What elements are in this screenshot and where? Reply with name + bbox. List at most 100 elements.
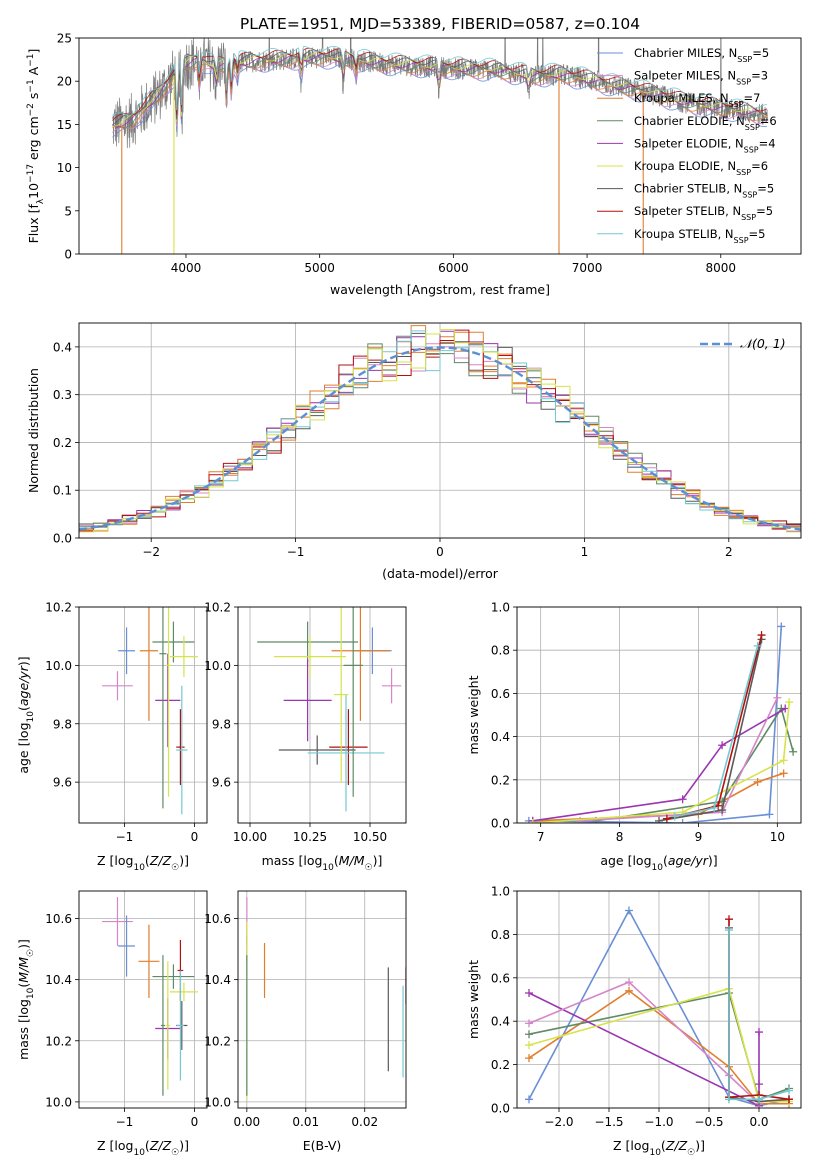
axes-mass-vs-Z: −1 0 10.0 10.2 10.4 10.6 bbox=[45, 891, 207, 1129]
x-tick-label: −1.0 bbox=[644, 1115, 673, 1129]
plot-area-age-vs-mass bbox=[257, 607, 402, 812]
label-part: Z [ bbox=[613, 1138, 630, 1153]
x-tick-label: −1 bbox=[287, 545, 305, 559]
label-part: log bbox=[303, 853, 322, 868]
label-part: ( bbox=[16, 706, 31, 711]
label-part: ( bbox=[16, 983, 31, 988]
legend-subscript: SSP bbox=[736, 168, 751, 177]
legend-entry-value: =3 bbox=[751, 69, 768, 83]
label-part: ( bbox=[334, 853, 339, 868]
label-part: )] bbox=[16, 939, 31, 949]
label-part: −1 bbox=[26, 54, 36, 67]
weight-marker bbox=[525, 1030, 533, 1039]
y-tick-label: 1.0 bbox=[491, 885, 510, 899]
label-part: age/yr bbox=[668, 853, 709, 868]
legend-entry: Salpeter STELIB, NSSP=5 bbox=[634, 204, 773, 222]
weight-line bbox=[528, 992, 760, 1108]
y-tick-label: 10.2 bbox=[45, 1034, 72, 1048]
legend-entry-value: =5 bbox=[757, 182, 774, 196]
legend-subscript: SSP bbox=[737, 55, 752, 64]
weight-marker bbox=[528, 819, 537, 823]
normal-reference-curve bbox=[79, 346, 801, 531]
label-part: M/M bbox=[339, 853, 365, 868]
plot-area-mass-weight-vs-Z bbox=[525, 906, 793, 1108]
weight-marker bbox=[718, 806, 727, 815]
y-tick-label: 10.2 bbox=[204, 601, 231, 615]
weight-marker bbox=[757, 631, 766, 640]
label-part: wavelength [Angstrom, rest frame] bbox=[330, 282, 550, 297]
y-tick-label: 10.6 bbox=[204, 912, 231, 926]
weight-marker bbox=[753, 777, 762, 786]
label-part: log bbox=[114, 1138, 133, 1153]
x-tick-label: 8000 bbox=[706, 261, 737, 275]
spectrum-model-line bbox=[112, 45, 768, 116]
y-tick-label: 10 bbox=[57, 161, 72, 175]
spectrum-model-line bbox=[112, 51, 768, 127]
weight-marker bbox=[625, 986, 633, 995]
legend-entry-name: Chabrier MILES, N bbox=[634, 46, 737, 60]
weight-marker bbox=[678, 819, 687, 823]
legend-entry-value: =5 bbox=[756, 204, 773, 218]
label-part: λ bbox=[36, 198, 46, 204]
label-part: 10 bbox=[26, 987, 36, 999]
label-part: ☉ bbox=[687, 1148, 695, 1158]
label-part: )] bbox=[708, 853, 718, 868]
legend-entry: 𝒩(0, 1) bbox=[740, 336, 786, 351]
weight-marker bbox=[678, 795, 687, 804]
y-tick-label: 10.2 bbox=[45, 601, 72, 615]
weight-line bbox=[528, 981, 760, 1105]
legend-entry-name: Salpeter ELODIE, N bbox=[634, 136, 744, 150]
x-tick-label: 0.01 bbox=[292, 1115, 319, 1129]
x-tick-label: 7 bbox=[537, 830, 545, 844]
x-tick-label: 10 bbox=[770, 830, 785, 844]
label-part: 10 bbox=[26, 183, 41, 199]
y-tick-label: 10.2 bbox=[204, 1034, 231, 1048]
y-tick-label: 25 bbox=[57, 32, 72, 46]
weight-marker bbox=[662, 814, 671, 823]
y-tick-label: 15 bbox=[57, 118, 72, 132]
x-tick-label: 0.0 bbox=[749, 1115, 768, 1129]
legend-entry-name: Chabrier STELIB, N bbox=[634, 182, 742, 196]
axes-mass-vs-EBV: 0.00 0.01 0.02 10.0 10.2 10.4 10.6 bbox=[204, 891, 406, 1129]
plot-area-mass-vs-Z bbox=[102, 897, 198, 1096]
y-tick-label: 1.0 bbox=[491, 601, 510, 615]
label-part: Z/Z bbox=[149, 1138, 172, 1153]
weight-marker bbox=[718, 741, 727, 750]
legend-subscript: SSP bbox=[734, 235, 749, 244]
axes-age-vs-mass: 10.00 10.25 10.50 9.6 9.8 10.0 10.2 bbox=[204, 601, 406, 844]
plot-area-spectrum bbox=[112, 38, 768, 254]
axes-residuals: −2 −1 0 1 2 0.0 0.1 0.2 0.3 0.4 bbox=[53, 323, 801, 559]
x-tick-label: −1.5 bbox=[594, 1115, 623, 1129]
weight-marker bbox=[777, 622, 786, 631]
y-tick-label: 0.4 bbox=[491, 1015, 510, 1029]
label-part: Flux [f bbox=[26, 204, 41, 244]
weight-line bbox=[728, 930, 790, 1101]
y-tick-label: 20 bbox=[57, 75, 72, 89]
label-part: E(B-V) bbox=[303, 1138, 342, 1153]
legend-subscript: SSP bbox=[742, 190, 757, 199]
label-part: −1 bbox=[26, 79, 36, 92]
legend-entry-value: =4 bbox=[759, 136, 776, 150]
weight-marker bbox=[625, 978, 633, 987]
plot-area-mass-weight-vs-age bbox=[524, 622, 798, 823]
weight-line bbox=[532, 701, 790, 823]
label-part: ☉ bbox=[365, 863, 373, 873]
label-part: 10 bbox=[652, 863, 664, 873]
y-tick-label: 0.0 bbox=[491, 1102, 510, 1116]
legend-subscript: SSP bbox=[741, 213, 756, 222]
label-part: erg cm bbox=[26, 116, 41, 164]
label-part: ( bbox=[145, 1138, 150, 1153]
y-tick-label: 0.2 bbox=[53, 436, 72, 450]
label-part: ☉ bbox=[26, 949, 36, 957]
label-part: s bbox=[26, 93, 41, 104]
y-axis-label: Normed distribution bbox=[26, 368, 41, 493]
y-tick-label: 0.0 bbox=[491, 817, 510, 831]
legend-entry-value: =5 bbox=[749, 227, 766, 241]
y-tick-label: 9.8 bbox=[212, 717, 231, 731]
y-tick-label: 0.8 bbox=[491, 644, 510, 658]
x-tick-label: 10.00 bbox=[233, 830, 267, 844]
residual-legend: 𝒩(0, 1) bbox=[700, 336, 786, 351]
weight-marker bbox=[779, 756, 788, 765]
